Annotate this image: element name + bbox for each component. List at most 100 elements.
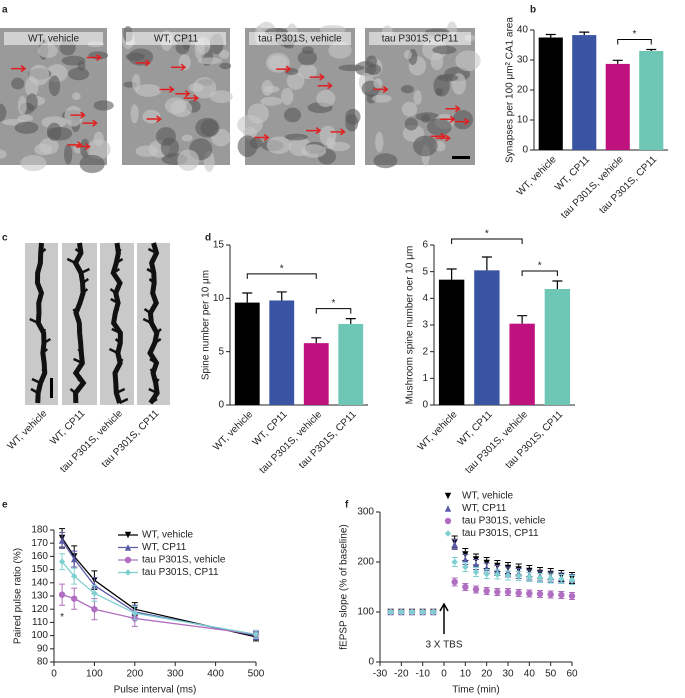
texture xyxy=(413,135,438,157)
legend-marker xyxy=(124,569,132,576)
data-point xyxy=(472,568,480,576)
data-point xyxy=(462,556,469,563)
texture xyxy=(142,109,161,124)
label-bg xyxy=(4,32,103,45)
texture xyxy=(328,42,352,59)
texture xyxy=(135,84,162,97)
texture xyxy=(188,82,204,92)
image-label: WT, vehicle xyxy=(6,408,50,452)
data-point xyxy=(71,573,78,580)
data-point xyxy=(504,588,512,596)
x-tick-label: 50 xyxy=(545,669,557,680)
y-tick-label: 1 xyxy=(422,373,428,384)
arrow xyxy=(454,118,470,126)
y-tick-label: 5 xyxy=(422,266,428,277)
data-point xyxy=(387,608,394,616)
dendrite xyxy=(147,242,160,405)
data-point xyxy=(515,589,522,597)
y-tick-label: 150 xyxy=(31,564,48,575)
arrow xyxy=(159,85,175,94)
x-tick-label: 200 xyxy=(126,669,143,680)
data-point xyxy=(252,631,260,638)
y-tick-label: 100 xyxy=(357,607,374,618)
texture xyxy=(34,143,53,156)
y-tick-label: 5 xyxy=(218,346,224,357)
texture xyxy=(177,149,200,171)
legend-marker xyxy=(124,556,132,564)
y-tick-label: 180 xyxy=(31,525,48,536)
legend-marker xyxy=(124,531,132,539)
dendrite-image xyxy=(25,242,58,405)
arrow xyxy=(82,119,98,127)
texture xyxy=(237,135,258,158)
data-point xyxy=(58,558,66,565)
x-axis-label: Time (min) xyxy=(452,685,499,696)
texture xyxy=(200,119,218,137)
y-tick-label: 6 xyxy=(422,240,428,251)
x-tick-label: -10 xyxy=(415,669,430,680)
legend-label: WT, CP11 xyxy=(142,542,187,553)
texture xyxy=(64,105,83,127)
arrow xyxy=(330,128,346,136)
x-tick-label: tau P301S, vehicle xyxy=(559,154,626,221)
data-point xyxy=(462,583,469,591)
data-point xyxy=(430,608,437,616)
texture xyxy=(373,153,398,169)
x-tick-label: 10 xyxy=(460,669,472,680)
texture xyxy=(437,74,459,82)
x-tick-label: tau P301S, CP11 xyxy=(597,154,659,216)
arrow xyxy=(276,65,292,73)
texture xyxy=(263,85,280,93)
texture xyxy=(284,133,308,141)
micrograph: WT, vehicle xyxy=(0,28,114,174)
legend-label: WT, vehicle xyxy=(142,530,194,541)
x-axis-label: Pulse interval (ms) xyxy=(114,685,197,696)
texture xyxy=(181,134,193,142)
error-bar xyxy=(552,280,563,289)
y-tick-label: 170 xyxy=(31,538,48,549)
x-tick-label: 60 xyxy=(566,669,578,680)
legend-label: tau P301S, vehicle xyxy=(462,516,546,527)
y-axis-label: Paired pulse ratio (%) xyxy=(13,548,24,644)
arrow xyxy=(254,133,270,142)
texture xyxy=(345,108,361,125)
texture xyxy=(155,127,176,146)
arrow xyxy=(435,134,451,142)
x-tick-label: 0 xyxy=(51,669,57,680)
label-bg xyxy=(369,32,471,45)
texture xyxy=(11,77,25,90)
texture xyxy=(297,50,318,66)
bar xyxy=(639,51,664,150)
y-tick-label: 200 xyxy=(357,557,374,568)
texture xyxy=(14,121,39,134)
label-bg xyxy=(249,32,351,45)
y-tick-label: 15 xyxy=(213,240,225,251)
arrow xyxy=(135,59,151,67)
data-point xyxy=(71,595,78,602)
x-tick-label: tau P301S, vehicle xyxy=(463,409,530,476)
data-point xyxy=(462,563,469,571)
data-point xyxy=(526,573,533,581)
y-tick-label: 0 xyxy=(218,400,224,411)
y-tick-label: 4 xyxy=(422,293,428,304)
texture xyxy=(63,144,73,165)
y-tick-label: 30 xyxy=(517,55,529,66)
arrow xyxy=(146,115,162,123)
micrograph: WT, CP11 xyxy=(121,26,233,172)
texture xyxy=(170,99,193,118)
image-label: WT, CP11 xyxy=(154,34,199,45)
texture xyxy=(61,55,86,66)
data-point xyxy=(451,558,458,566)
data-point xyxy=(568,576,576,584)
x-tick-label: 500 xyxy=(248,669,265,680)
texture xyxy=(192,77,217,99)
error-bar xyxy=(311,337,322,344)
texture xyxy=(135,145,159,157)
data-point xyxy=(483,587,490,595)
texture xyxy=(79,154,105,174)
bar xyxy=(234,302,260,405)
annotation: 3 X TBS xyxy=(425,640,462,651)
texture xyxy=(316,89,336,108)
legend-marker xyxy=(124,544,132,551)
arrow xyxy=(306,126,322,135)
